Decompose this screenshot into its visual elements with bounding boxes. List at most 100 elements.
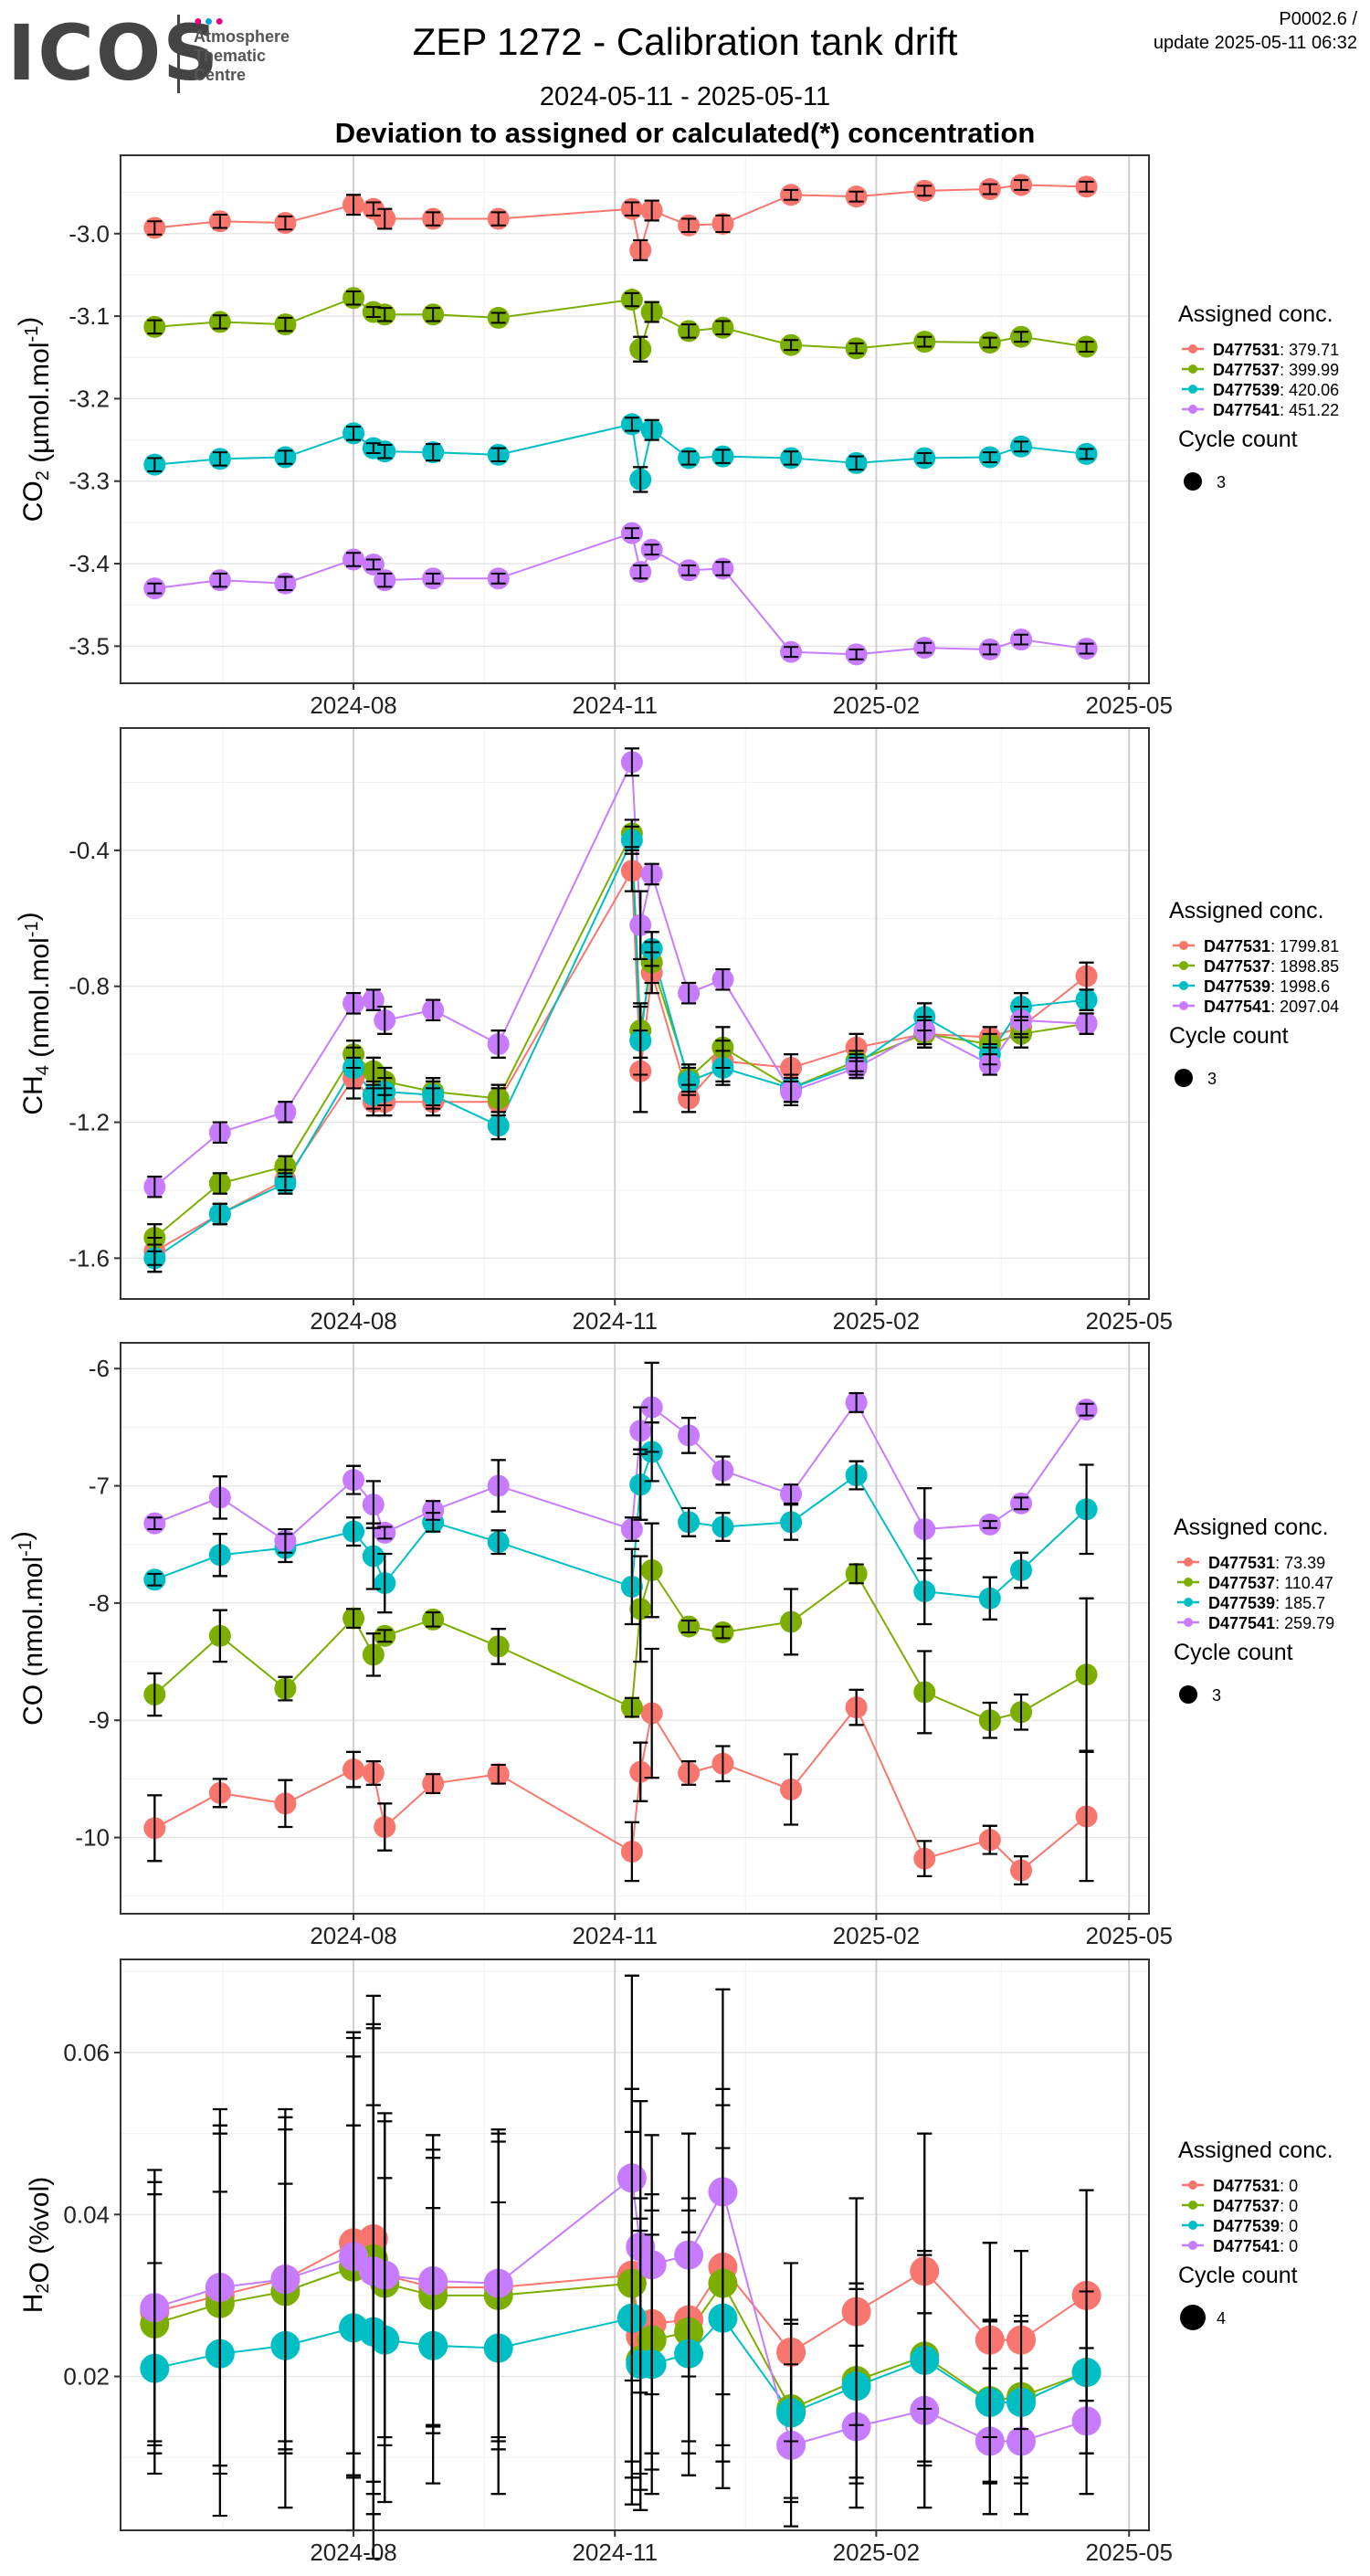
chart-panel-co: -10 -9 -8 -7 -6 2024-08 2024-11 2025-02 2025-05 C… (7, 1342, 1334, 1949)
update-label: update 2025-05-11 06:32 (1153, 33, 1357, 53)
logo-separator (177, 15, 180, 93)
legend-title: Assigned conc. (1178, 301, 1333, 327)
icos-logo: ICOS (7, 8, 220, 98)
plot-frame (120, 1958, 1150, 2531)
y-tick-label: 0.06 (63, 2039, 110, 2066)
y-tick-label: -8 (89, 1589, 110, 1617)
size-legend-point (1184, 472, 1202, 491)
x-tick-label: 2025-02 (833, 1307, 920, 1335)
y-tick-label: -0.8 (68, 973, 110, 1000)
legend-title: Assigned conc. (1174, 1515, 1329, 1540)
legend-key-point (1188, 385, 1197, 394)
legend-key-point (1184, 1598, 1193, 1607)
y-axis-label: CO (nmol.mol-1) (7, 1531, 48, 1726)
x-tick-label: 2024-11 (572, 1922, 658, 1949)
x-tick-label: 2024-11 (572, 2539, 658, 2566)
y-axis-label: H2O (%vol) (18, 2177, 55, 2313)
x-tick-label: 2024-08 (310, 2539, 396, 2566)
legend-entry: D477531: 1799.81 (1204, 937, 1339, 955)
y-tick-label: -3.5 (68, 632, 110, 660)
y-tick-label: 0.04 (63, 2201, 110, 2228)
header: ICOS ●●● Atmosphere Thematic Centre ZEP … (0, 0, 1370, 155)
legend-key-point (1188, 2201, 1197, 2210)
y-tick-label: -1.6 (68, 1244, 110, 1272)
legend-entry: D477539: 420.06 (1213, 381, 1339, 399)
legend-entry: D477541: 259.79 (1208, 1614, 1334, 1632)
legend-entry: D477531: 0 (1213, 2177, 1298, 2195)
plot-frame (120, 154, 1150, 684)
size-legend-title: Cycle count (1174, 1640, 1293, 1665)
legend-key-point (1184, 1557, 1193, 1567)
y-tick-label: -3.1 (68, 302, 110, 330)
legend-h2o: Assigned conc. D477531: 0 D477537: 0 D47753… (1178, 2138, 1333, 2330)
legend-key-point (1188, 2221, 1197, 2230)
y-axis-label: CH4 (nmol.mol-1) (14, 912, 55, 1114)
size-legend-value: 3 (1207, 1070, 1217, 1088)
legend-key-point (1179, 1001, 1188, 1010)
logo-line-2: Thematic (194, 47, 267, 65)
date-range: 2024-05-11 - 2025-05-11 (539, 82, 831, 111)
x-tick-label: 2025-05 (1086, 2539, 1173, 2566)
y-tick-label: -3.2 (68, 385, 110, 412)
size-legend-point (1175, 1069, 1193, 1087)
chart-panel-ch4: -1.6 -1.2 -0.8 -0.4 2024-08 2024-11 2025-02 202… (14, 727, 1339, 1335)
x-tick-label: 2024-11 (572, 692, 658, 719)
legend-entry: D477541: 0 (1213, 2237, 1298, 2255)
legend-entry: D477537: 399.99 (1213, 361, 1339, 379)
size-legend-point (1179, 1685, 1197, 1704)
legend-entry: D477537: 110.47 (1208, 1574, 1333, 1592)
size-legend-title: Cycle count (1178, 427, 1298, 452)
y-tick-label: -1.2 (68, 1109, 110, 1136)
x-tick-label: 2025-05 (1086, 1307, 1173, 1335)
legend-key-point (1184, 1578, 1193, 1587)
legend-title: Assigned conc. (1178, 2138, 1333, 2163)
y-tick-label: -3.4 (68, 550, 110, 577)
legend-key-point (1179, 961, 1188, 970)
logo-line-1: Atmosphere (194, 27, 290, 46)
version-info: P0002.6 / update 2025-05-11 06:32 (1154, 7, 1357, 55)
x-tick-label: 2024-11 (572, 1307, 658, 1335)
y-tick-label: -3.3 (68, 468, 110, 495)
size-legend-point (1180, 2305, 1206, 2330)
page-title: ZEP 1272 - Calibration tank drift (412, 20, 958, 63)
y-tick-label: -0.4 (68, 837, 110, 864)
legend-entry: D477531: 73.39 (1208, 1554, 1325, 1572)
logo-subtitle: Atmosphere Thematic Centre (194, 27, 290, 85)
legend-key-point (1179, 981, 1188, 990)
x-tick-label: 2025-05 (1086, 1922, 1173, 1949)
x-tick-label: 2025-02 (833, 1922, 920, 1949)
x-tick-label: 2024-08 (310, 1922, 396, 1949)
logo-dots-icon: ●●● (194, 14, 227, 29)
legend-key-point (1188, 2241, 1197, 2250)
legend-co: Assigned conc. D477531: 73.39 D477537: 110… (1174, 1515, 1334, 1705)
legend-entry: D477541: 2097.04 (1204, 998, 1339, 1016)
legend-key-point (1188, 405, 1197, 414)
chart-panel-h2o: 0.02 0.04 0.06 2024-08 2024-11 2025-02 2025-05… (18, 1958, 1333, 2566)
legend-entry: D477539: 185.7 (1208, 1594, 1325, 1612)
chart-panel-co2: -3.5 -3.4 -3.3 -3.2 -3.1 -3.0 2024-08 2024-11 20… (14, 154, 1339, 719)
legend-entry: D477539: 0 (1213, 2217, 1298, 2235)
y-tick-label: -9 (89, 1706, 110, 1734)
legend-key-point (1184, 1618, 1193, 1627)
legend-entry: D477537: 1898.85 (1204, 957, 1339, 976)
version-label: P0002.6 / (1279, 9, 1357, 29)
legend-title: Assigned conc. (1169, 898, 1324, 924)
logo-line-3: Centre (194, 66, 247, 84)
legend-entry: D477537: 0 (1213, 2197, 1298, 2215)
x-tick-label: 2024-08 (310, 1307, 396, 1335)
x-tick-label: 2025-02 (833, 692, 920, 719)
y-tick-label: -7 (89, 1473, 110, 1500)
legend-key-point (1188, 2180, 1197, 2190)
legend-co2: Assigned conc. D477531: 379.71 D477537: 39… (1178, 301, 1339, 491)
legend-ch4: Assigned conc. D477531: 1799.81 D477537: 1… (1169, 898, 1339, 1088)
plot-title: Deviation to assigned or calculated(*) c… (334, 117, 1036, 149)
y-tick-label: -10 (75, 1824, 110, 1852)
size-legend-value: 3 (1217, 473, 1226, 491)
legend-entry: D477539: 1998.6 (1204, 977, 1330, 996)
x-tick-label: 2024-08 (310, 692, 396, 719)
plot-frame (120, 1342, 1150, 1915)
x-tick-label: 2025-02 (833, 2539, 920, 2566)
x-tick-label: 2025-05 (1086, 692, 1173, 719)
plot-frame (120, 727, 1150, 1300)
legend-entry: D477531: 379.71 (1213, 341, 1339, 359)
